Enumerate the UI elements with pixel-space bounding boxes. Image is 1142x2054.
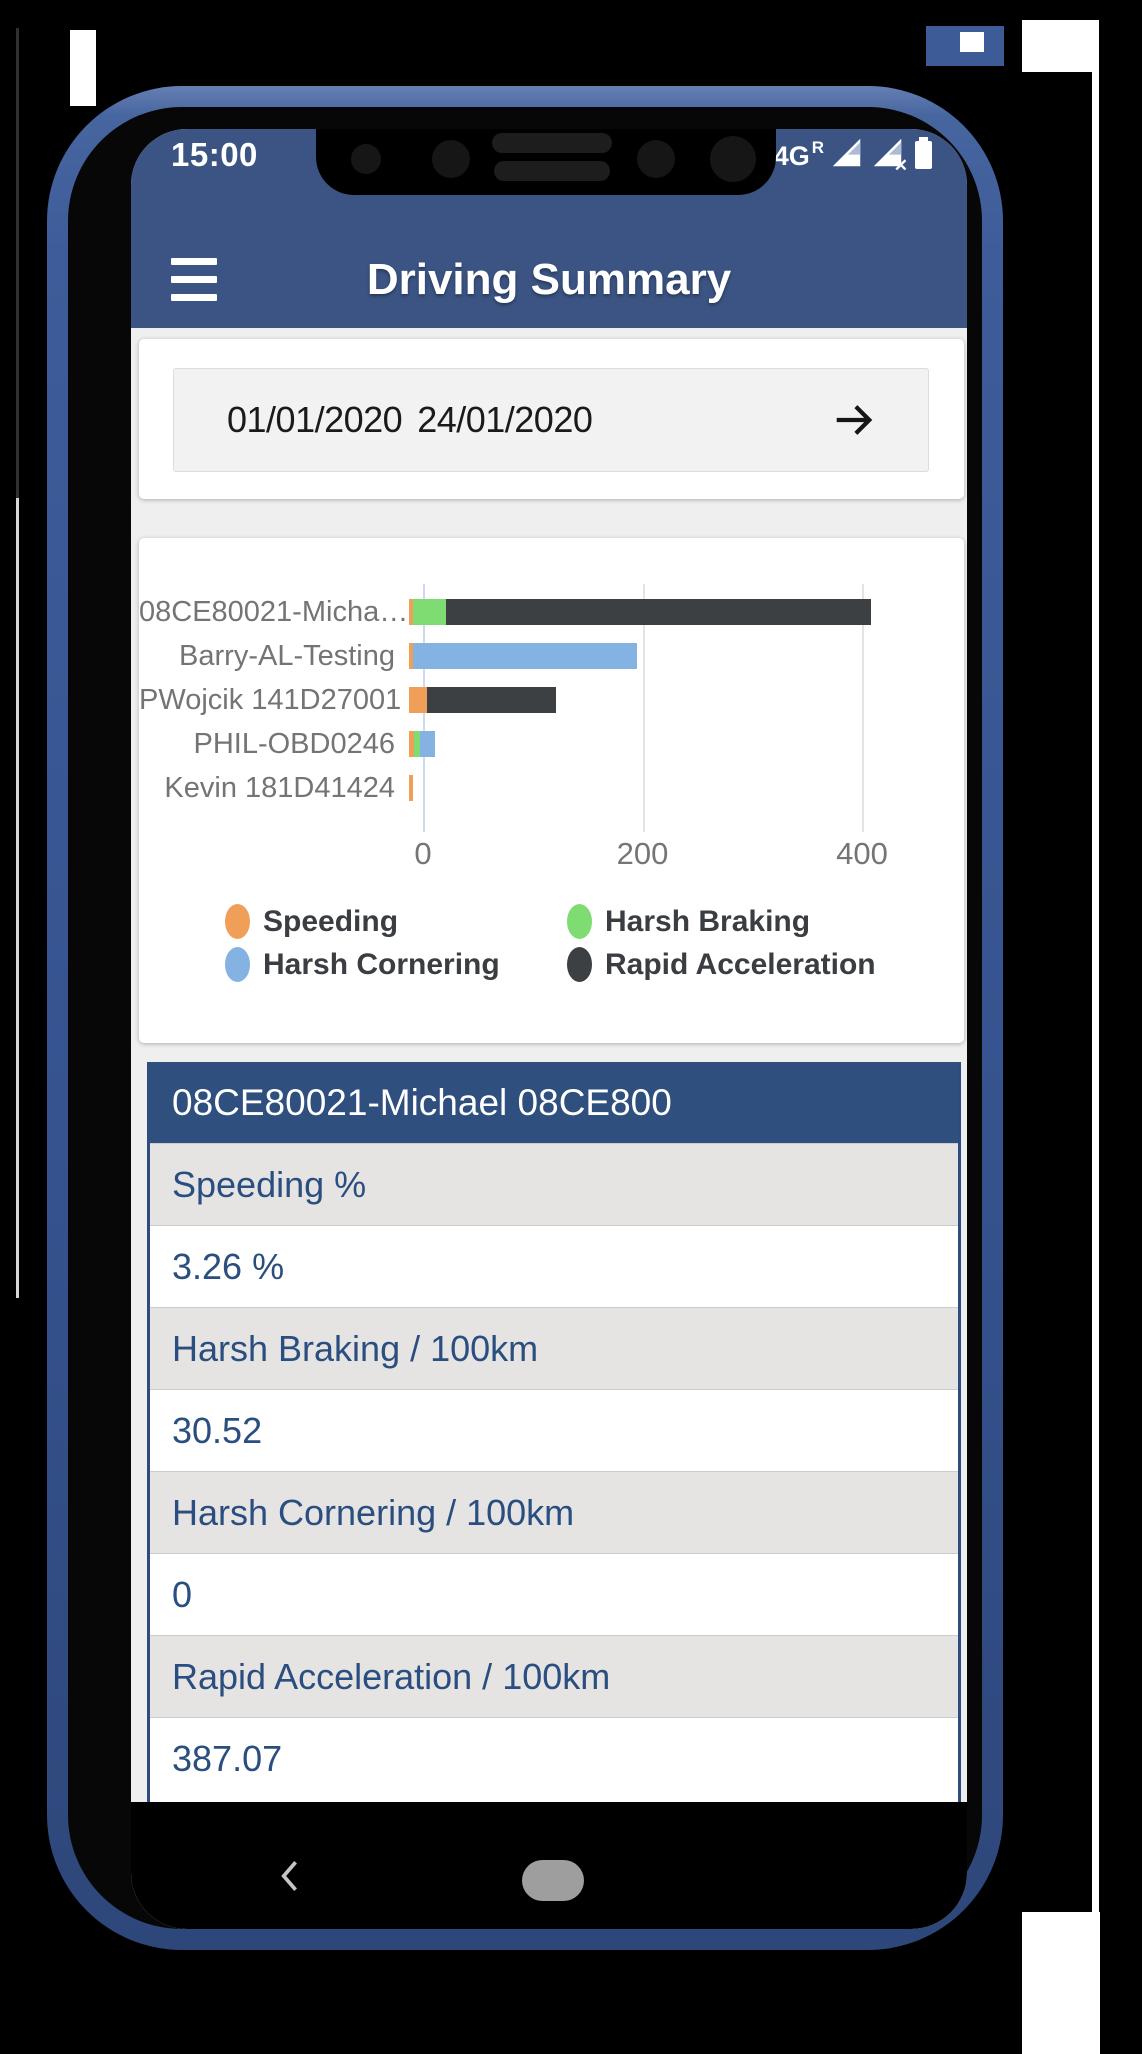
menu-button[interactable] [171, 258, 217, 301]
speaker-grille [494, 161, 610, 181]
roaming-badge: R [811, 137, 824, 157]
status-bar: 15:00 4G R ✕ [131, 129, 967, 181]
signal-no-internet-icon: ✕ [871, 136, 908, 175]
battery-icon [912, 136, 935, 175]
driving-events-chart-card: 0 200 400 08CE80021-Micha… Barry-AL-Testing P… [139, 538, 964, 1043]
android-nav-bar [131, 1802, 967, 1929]
bar-segment-harsh-cornering[interactable] [413, 643, 638, 669]
table-label-row: Rapid Acceleration / 100km [150, 1635, 958, 1717]
chart-legend: Speeding Harsh Braking Harsh Cornering Rapi… [225, 904, 964, 982]
legend-swatch-icon [225, 904, 250, 939]
chart-category-label: Barry-AL-Testing [179, 639, 395, 672]
chart-row: Kevin 181D41424 [139, 766, 964, 810]
chart-category-label: PHIL-OBD0246 [193, 727, 396, 760]
camera-dot [710, 136, 756, 182]
table-value-row: 30.52 [150, 1389, 958, 1471]
x-axis-tick: 400 [836, 836, 888, 871]
chart-category-label: PWojcik 141D27001 [139, 683, 402, 716]
background-fragment [16, 28, 19, 498]
chart-row: PHIL-OBD0246 [139, 722, 964, 766]
chart-category-label: Kevin 181D41424 [164, 771, 395, 804]
table-label-row: Harsh Braking / 100km [150, 1307, 958, 1389]
chart-bar-track [409, 599, 964, 625]
phone-bezel: 15:00 4G R ✕ [68, 107, 982, 1929]
page-title: Driving Summary [366, 255, 732, 304]
chart-row: Barry-AL-Testing [139, 634, 964, 678]
legend-item[interactable]: Harsh Cornering [225, 947, 567, 982]
menu-bar [171, 294, 217, 301]
submit-arrow-icon[interactable] [830, 397, 876, 448]
bar-segment-speeding[interactable] [409, 687, 427, 713]
background-fragment [1092, 20, 1099, 2054]
bar-segment-harsh-cornering[interactable] [419, 731, 436, 757]
legend-label: Speeding [263, 904, 399, 938]
legend-swatch-icon [567, 904, 592, 939]
end-date: 24/01/2020 [417, 399, 593, 440]
background-fragment [70, 30, 96, 106]
chart-row: 08CE80021-Micha… [139, 590, 964, 634]
phone-notch [316, 129, 776, 195]
legend-swatch-icon [225, 947, 250, 982]
background-fragment [1022, 20, 1098, 72]
background-fragment [16, 498, 19, 1298]
content-area: 01/01/2020 24/01/2020 0 200 400 08CE80021-M… [131, 328, 967, 1802]
x-axis-tick: 0 [414, 836, 432, 871]
driver-summary-table: 08CE80021-Michael 08CE800 Speeding % 3.2… [147, 1062, 961, 1802]
stacked-bar-chart: 0 200 400 08CE80021-Micha… Barry-AL-Testing P… [139, 538, 964, 876]
status-icons: 4G R ✕ [753, 129, 935, 181]
camera-dot [351, 144, 381, 174]
bar-segment-speeding[interactable] [409, 599, 413, 625]
bar-segment-rapid-acceleration[interactable] [446, 599, 872, 625]
chart-bar-track [409, 687, 964, 713]
phone-mockup: 15:00 4G R ✕ [47, 86, 1003, 1950]
start-date: 01/01/2020 [227, 399, 403, 440]
table-label-row: Harsh Cornering / 100km [150, 1471, 958, 1553]
background-fragment [1022, 1912, 1100, 2054]
table-value-row: 387.07 [150, 1717, 958, 1799]
bar-segment-speeding[interactable] [409, 731, 415, 757]
bar-segment-harsh-braking[interactable] [414, 731, 420, 757]
date-range-button[interactable]: 01/01/2020 24/01/2020 [173, 368, 929, 472]
signal-icon [830, 136, 863, 174]
chart-bar-track [409, 775, 964, 801]
bar-segment-harsh-braking[interactable] [413, 599, 447, 625]
chart-gridline [862, 584, 864, 832]
speaker-grille [492, 133, 612, 153]
legend-label: Harsh Cornering [263, 947, 500, 981]
chart-bar-track [409, 731, 964, 757]
network-type-label: 4G R [773, 137, 824, 171]
x-axis-tick: 200 [616, 836, 669, 871]
legend-label: Harsh Braking [605, 904, 811, 938]
chart-bar-track [409, 643, 964, 669]
clock: 15:00 [171, 136, 258, 173]
camera-dot [637, 140, 675, 178]
legend-item[interactable]: Rapid Acceleration [567, 947, 964, 982]
menu-bar [171, 258, 217, 265]
back-button[interactable] [269, 1854, 313, 1898]
table-title: 08CE80021-Michael 08CE800 [150, 1062, 958, 1143]
table-value-row: 3.26 % [150, 1225, 958, 1307]
camera-dot [432, 140, 470, 178]
chart-row: PWojcik 141D27001 [139, 678, 964, 722]
legend-label: Rapid Acceleration [605, 947, 876, 981]
date-range-text: 01/01/2020 24/01/2020 [227, 369, 593, 471]
bar-segment-speeding[interactable] [409, 775, 414, 801]
menu-bar [171, 276, 217, 283]
table-label-row: Speeding % [150, 1143, 958, 1225]
legend-item[interactable]: Speeding [225, 904, 567, 939]
table-value-row: 0 [150, 1553, 958, 1635]
bar-segment-speeding[interactable] [409, 643, 414, 669]
legend-item[interactable]: Harsh Braking [567, 904, 964, 939]
phone-screen: 15:00 4G R ✕ [131, 129, 967, 1929]
legend-swatch-icon [567, 947, 592, 982]
date-range-card: 01/01/2020 24/01/2020 [139, 339, 964, 499]
home-pill-button[interactable] [522, 1860, 584, 1901]
chart-gridline [642, 584, 645, 832]
background-fragment [960, 32, 984, 52]
bar-segment-rapid-acceleration[interactable] [426, 687, 557, 713]
chart-category-label: 08CE80021-Micha… [139, 595, 409, 628]
